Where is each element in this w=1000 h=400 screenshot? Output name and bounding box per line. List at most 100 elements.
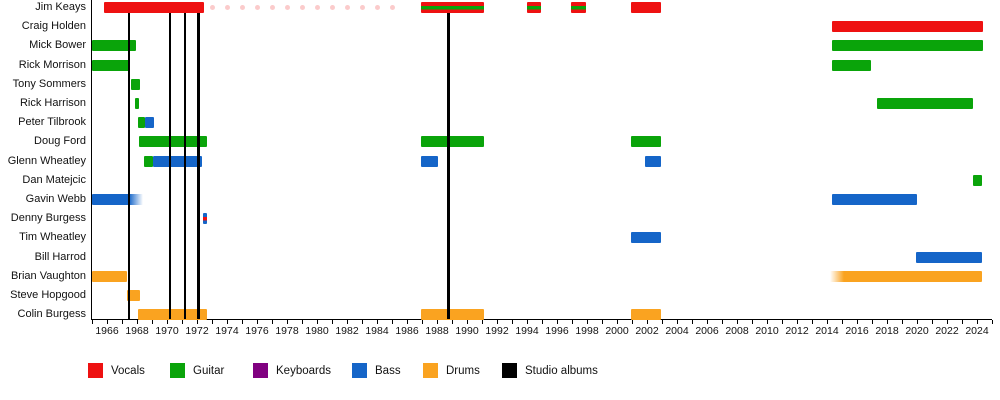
member-name: Glenn Wheatley: [7, 154, 86, 167]
legend-label: Vocals: [111, 364, 145, 377]
member-name: Mick Bower: [29, 39, 86, 52]
tenure-bar-guitar: [973, 174, 982, 186]
axis-year-label: 2004: [665, 325, 689, 337]
axis-tick: [287, 320, 288, 324]
axis-tick: [152, 320, 153, 324]
studio-album-line: [168, 13, 172, 319]
tenure-bar-drums: [137, 309, 207, 321]
axis-tick: [557, 320, 558, 324]
member-name: Peter Tilbrook: [18, 116, 86, 129]
member-name: Tony Sommers: [12, 77, 86, 90]
member-name: Doug Ford: [34, 135, 86, 148]
axis-year-label: 1990: [455, 325, 479, 337]
occasional-appearance-dot: [224, 5, 230, 10]
occasional-appearance-dot: [389, 5, 395, 10]
studio-album-line: [197, 13, 200, 319]
legend-label: Keyboards: [276, 364, 331, 377]
occasional-appearance-dot: [209, 5, 215, 10]
axis-tick: [797, 320, 798, 324]
axis-tick: [107, 320, 108, 324]
axis-tick: [767, 320, 768, 324]
tenure-bar-guitar: [877, 98, 974, 109]
tenure-bar-vocals: [630, 2, 662, 13]
axis-tick: [452, 320, 453, 324]
legend-item-bass: Bass: [352, 362, 401, 379]
legend-item-guitar: Guitar: [170, 362, 224, 379]
occasional-appearance-dot: [314, 5, 320, 10]
axis-tick: [647, 320, 648, 324]
occasional-appearance-dot: [299, 5, 305, 10]
axis-tick: [692, 320, 693, 324]
tenure-bar-drums: [420, 309, 484, 321]
axis-tick: [677, 320, 678, 324]
axis-tick: [617, 320, 618, 324]
axis-tick: [332, 320, 333, 324]
axis-tick: [707, 320, 708, 324]
occasional-appearance-dot: [359, 5, 365, 10]
axis-tick: [197, 320, 198, 324]
tenure-bar-guitar: [92, 59, 131, 71]
tenure-bar-bass: [92, 194, 143, 205]
axis-tick: [917, 320, 918, 324]
tenure-bar-guitar: [831, 59, 871, 71]
studio-album-line: [127, 13, 130, 319]
tenure-bar-vocals: [527, 2, 541, 13]
axis-tick: [662, 320, 663, 324]
legend-swatch-guitar: [170, 363, 185, 378]
axis-year-label: 2016: [845, 325, 869, 337]
occasional-appearance-dot: [344, 5, 350, 10]
legend-label: Studio albums: [525, 364, 598, 377]
axis-tick: [392, 320, 393, 324]
axis-year-label: 1976: [245, 325, 269, 337]
axis-tick: [527, 320, 528, 324]
legend-label: Bass: [375, 364, 401, 377]
legend-swatch-drums: [423, 363, 438, 378]
axis-year-label: 2020: [905, 325, 929, 337]
axis-tick: [137, 320, 138, 324]
tenure-bar-drums: [92, 270, 128, 282]
axis-tick: [422, 320, 423, 324]
axis-tick: [362, 320, 363, 324]
occasional-appearance-dot: [329, 5, 335, 10]
axis-tick: [257, 320, 258, 324]
tenure-bar-vocals: [104, 2, 204, 13]
axis-tick: [347, 320, 348, 324]
axis-tick: [542, 320, 543, 324]
axis-year-label: 2018: [875, 325, 899, 337]
tenure-bar-guitar: [631, 136, 662, 148]
legend-swatch-album: [502, 363, 517, 378]
axis-year-label: 1986: [395, 325, 419, 337]
axis-tick: [302, 320, 303, 324]
axis-tick: [227, 320, 228, 324]
y-axis-line: [90, 0, 92, 319]
legend-label: Drums: [446, 364, 480, 377]
member-name: Rick Harrison: [19, 97, 86, 109]
axis-tick: [122, 320, 123, 324]
axis-tick: [857, 320, 858, 324]
axis-year-label: 2012: [785, 325, 809, 337]
occasional-appearance-dot: [374, 5, 380, 10]
axis-tick: [632, 320, 633, 324]
occasional-appearance-dot: [284, 5, 290, 10]
tenure-bar-guitar: [420, 136, 484, 148]
tenure-bar-drums: [126, 290, 140, 301]
axis-tick: [272, 320, 273, 324]
member-name: Dan Matejcic: [22, 173, 86, 186]
axis-year-label: 1978: [275, 325, 299, 337]
member-name: Colin Burgess: [17, 308, 86, 321]
axis-tick: [512, 320, 513, 324]
studio-album-line: [183, 13, 187, 319]
axis-year-label: 2006: [695, 325, 719, 337]
axis-tick: [872, 320, 873, 324]
axis-tick: [842, 320, 843, 324]
tenure-bar-bass: [831, 194, 917, 205]
member-name: Rick Morrison: [18, 58, 86, 71]
axis-year-label: 2024: [965, 325, 989, 337]
axis-tick: [317, 320, 318, 324]
axis-tick: [437, 320, 438, 324]
member-name: Craig Holden: [21, 20, 86, 33]
axis-year-label: 1984: [365, 325, 389, 337]
axis-tick: [377, 320, 378, 324]
axis-tick: [827, 320, 828, 324]
axis-year-label: 1980: [305, 325, 329, 337]
